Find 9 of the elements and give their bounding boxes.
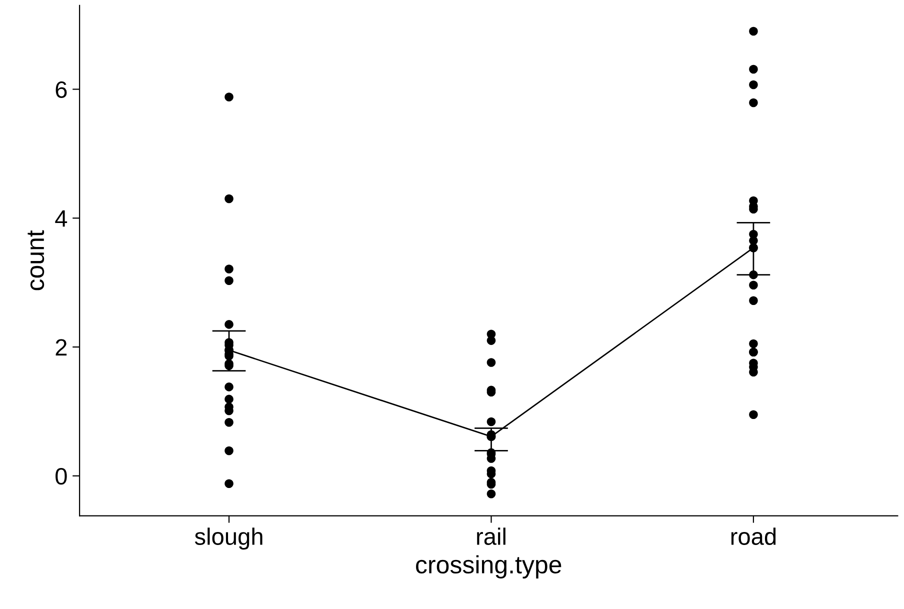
y-tick-label: 0	[56, 468, 67, 485]
y-axis-title: count	[28, 230, 44, 290]
x-axis-title: crossing.type	[416, 555, 562, 578]
x-tick-label: rail	[477, 528, 506, 545]
y-tick-label: 6	[56, 81, 67, 98]
y-tick-label: 2	[56, 339, 67, 356]
x-tick-label: road	[731, 528, 776, 545]
y-tick-label: 4	[55, 210, 68, 227]
x-tick-label: slough	[194, 528, 262, 550]
